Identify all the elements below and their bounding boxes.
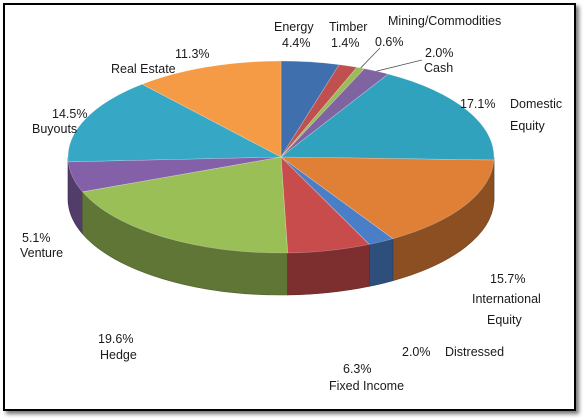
label-fixed-income-pct: 6.3% [343,362,372,376]
slice-domestic-equity [280,73,495,161]
slice-side-distressed [368,238,394,287]
label-buyouts-name: Buyouts [32,122,77,136]
label-cash-pct: 2.0% [425,46,454,60]
slice-international-equity [280,156,495,240]
label-mining-pct: 0.6% [375,35,404,49]
label-buyouts-pct: 14.5% [52,107,87,121]
label-fixed-income-name: Fixed Income [329,379,404,393]
slice-hedge [81,156,289,254]
label-energy-name: Energy [274,20,314,34]
pie-tops [67,60,495,254]
label-distressed-pct: 2.0% [402,345,431,359]
slice-fixed-income [280,156,370,254]
label-real-estate-name: Real Estate [111,62,176,76]
leader-line-mining-commodities [360,47,381,69]
slice-timber [280,64,358,158]
label-international-pct: 15.7% [490,272,525,286]
label-energy-pct: 4.4% [282,36,311,50]
leader-lines [360,47,423,72]
slice-real-estate [141,60,282,158]
label-domestic-pct: 17.1% [460,97,495,111]
label-real-estate-pct: 11.3% [175,47,210,61]
leader-line-cash [376,59,423,72]
label-domestic-line2: Equity [510,119,545,133]
label-domestic-line1: Domestic [510,97,562,111]
label-cash-name: Cash [424,61,453,75]
label-distressed-name: Distressed [445,345,504,359]
label-international-line1: International [472,292,541,306]
slice-buyouts [67,83,283,163]
label-timber-name: Timber [329,20,367,34]
label-venture-name: Venture [20,246,63,260]
slice-venture [67,156,282,193]
label-hedge-pct: 19.6% [98,332,133,346]
label-mining-name: Mining/Commodities [388,14,501,28]
slice-energy [280,60,340,159]
label-international-line2: Equity [487,313,522,327]
slice-distressed [280,156,394,245]
label-hedge-name: Hedge [100,348,137,362]
label-timber-pct: 1.4% [331,36,360,50]
label-venture-pct: 5.1% [22,231,51,245]
